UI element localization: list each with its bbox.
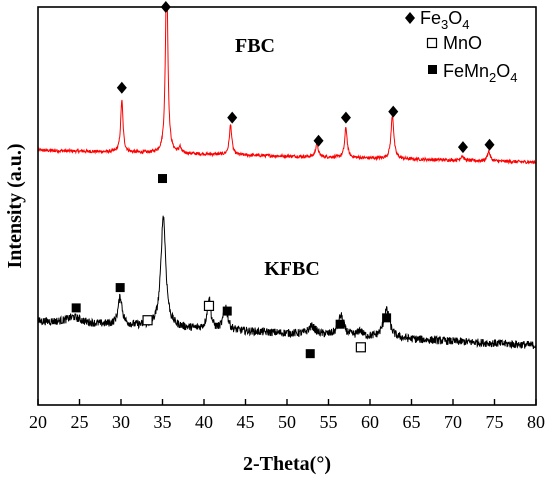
femn2o4-square-marker (115, 283, 125, 293)
legend-open-square-marker (426, 37, 438, 49)
fe3o4-diamond-marker (388, 105, 399, 118)
x-tick-label: 25 (71, 412, 89, 432)
legend-item-fe3o4: Fe3O4 (405, 8, 470, 32)
series-line-fbc (38, 7, 536, 165)
x-tick-label: 40 (195, 412, 213, 432)
fe3o4-diamond-marker (484, 138, 495, 151)
legend: Fe3O4 MnO FeMn2O4 (405, 8, 518, 85)
fe3o4-diamond-marker (116, 81, 127, 94)
x-tick-label: 45 (237, 412, 255, 432)
x-tick-label: 35 (154, 412, 172, 432)
femn2o4-square-marker (382, 313, 392, 323)
x-tick-label: 60 (361, 412, 379, 432)
fe3o4-diamond-marker (457, 141, 468, 154)
legend-label-fe3o4: Fe3O4 (420, 8, 470, 32)
legend-item-femn2o4: FeMn2O4 (428, 61, 518, 85)
mno-open-square-marker (355, 342, 366, 353)
series-line-kfbc (38, 215, 536, 350)
legend-label-femn2o4: FeMn2O4 (443, 61, 518, 85)
fe3o4-diamond-marker (313, 134, 324, 147)
mno-open-square-marker (203, 300, 215, 311)
x-tick-label: 70 (444, 412, 462, 432)
x-tick-label: 75 (486, 412, 504, 432)
x-axis-title: 2-Theta(°) (243, 453, 331, 475)
fe3o4-diamond-marker (227, 111, 238, 124)
femn2o4-square-marker (335, 319, 345, 329)
annotation-fbc: FBC (235, 35, 275, 57)
x-tick-label: 20 (29, 412, 47, 432)
annotation-kfbc: KFBC (264, 258, 320, 280)
fe3o4-diamond-marker (340, 111, 351, 124)
femn2o4-square-marker (305, 349, 315, 359)
x-tick-label: 50 (278, 412, 296, 432)
femn2o4-square-marker (71, 303, 81, 313)
x-tick-label: 30 (112, 412, 130, 432)
mno-open-square-marker (142, 315, 153, 326)
legend-label-mno: MnO (443, 33, 482, 53)
legend-filled-square-marker (428, 65, 437, 74)
femn2o4-square-marker (158, 174, 167, 184)
legend-diamond-marker (405, 12, 415, 24)
legend-item-mno: MnO (426, 33, 482, 53)
x-tick-label: 55 (320, 412, 338, 432)
x-tick-label: 80 (527, 412, 545, 432)
y-axis-title: Intensity (a.u.) (4, 143, 26, 268)
x-tick-label: 65 (403, 412, 421, 432)
femn2o4-square-marker (222, 306, 232, 316)
